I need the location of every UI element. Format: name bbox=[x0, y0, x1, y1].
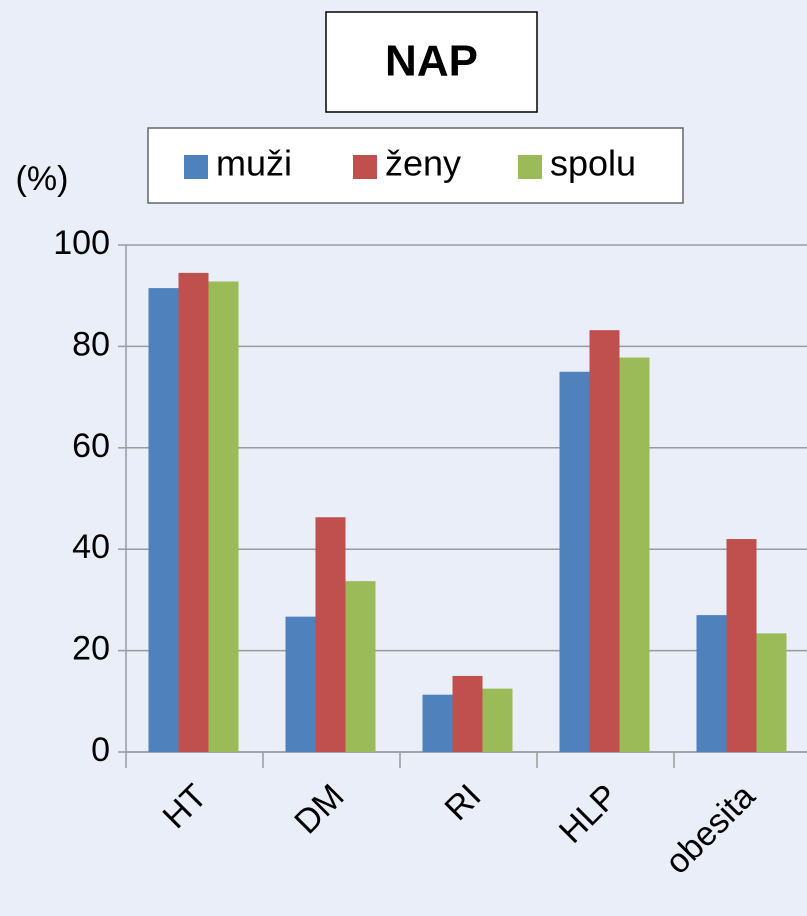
bar bbox=[696, 615, 727, 752]
bar bbox=[559, 371, 590, 752]
legend-label: ženy bbox=[385, 143, 461, 184]
bar bbox=[345, 581, 376, 752]
bar bbox=[178, 272, 209, 752]
bar bbox=[482, 688, 513, 752]
y-tick-label: 80 bbox=[72, 325, 110, 363]
y-tick-label: 20 bbox=[72, 630, 110, 668]
x-tick-label: HLP bbox=[552, 777, 626, 851]
bar bbox=[589, 330, 620, 752]
y-tick-label: 60 bbox=[72, 427, 110, 465]
legend-label: muži bbox=[216, 143, 292, 184]
bar bbox=[619, 357, 650, 752]
bar bbox=[208, 281, 239, 752]
y-axis-label: (%) bbox=[16, 160, 69, 198]
legend-swatch bbox=[184, 155, 208, 179]
y-tick-label: 100 bbox=[53, 224, 110, 262]
y-tick-label: 0 bbox=[91, 731, 110, 769]
legend-swatch bbox=[353, 155, 377, 179]
x-tick-label: obesita bbox=[658, 777, 762, 881]
chart-title: NAP bbox=[385, 37, 478, 86]
y-tick-label: 40 bbox=[72, 528, 110, 566]
bar bbox=[422, 694, 453, 752]
x-tick-label: DM bbox=[287, 777, 351, 841]
x-tick-label: HT bbox=[156, 777, 215, 836]
legend-label: spolu bbox=[550, 143, 636, 184]
bar bbox=[726, 539, 757, 752]
bar bbox=[285, 616, 316, 752]
title-box bbox=[325, 11, 538, 113]
x-tick-label: RI bbox=[438, 777, 489, 828]
bar bbox=[148, 288, 179, 752]
bar bbox=[756, 633, 787, 752]
bar bbox=[452, 675, 483, 752]
legend-box bbox=[147, 127, 684, 204]
bar bbox=[315, 517, 346, 752]
legend-swatch bbox=[518, 155, 542, 179]
